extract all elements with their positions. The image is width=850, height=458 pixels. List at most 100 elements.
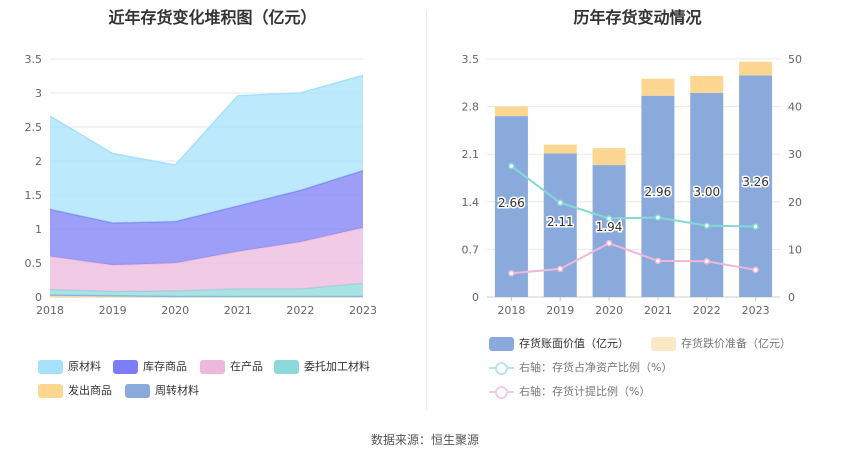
legend-book-value[interactable]: 存货账面价值（亿元）	[489, 336, 629, 352]
bar-book-value	[739, 75, 773, 297]
legend-swatch-wip	[200, 360, 225, 374]
bar-book-value	[543, 153, 577, 297]
right-y2-tick-label: 40	[788, 101, 802, 114]
area-raw-materials	[50, 75, 363, 223]
left-y-tick-label: 1.5	[25, 189, 43, 202]
legend-label-book-value: 存货账面价值（亿元）	[519, 337, 629, 350]
bar-impairment	[592, 148, 626, 166]
legend-label-finished: 库存商品	[143, 360, 187, 373]
bar-data-label: 2.66	[498, 196, 525, 210]
left-y-tick-label: 3.5	[25, 53, 43, 66]
legend-raw-material[interactable]: 原材料	[38, 359, 101, 375]
legend-label-revolving: 周转材料	[155, 384, 199, 397]
provision-point	[703, 258, 710, 265]
left-y-tick-label: 1	[35, 223, 42, 236]
right-x-tick-label: 2019	[546, 304, 574, 317]
right-y-tick-label: 1.4	[462, 196, 480, 209]
legend-swatch-revolving	[125, 384, 150, 398]
legend-label-wip: 在产品	[230, 360, 263, 373]
bar-impairment	[543, 144, 577, 154]
ratio-point	[654, 214, 662, 221]
bar-data-label: 2.96	[645, 185, 672, 199]
left-x-tick-label: 2021	[224, 304, 252, 317]
provision-line	[511, 242, 756, 275]
left-x-tick-label: 2023	[349, 304, 377, 317]
legend-impairment[interactable]: 存货跌价准备（亿元）	[651, 336, 791, 352]
bar-data-label: 3.00	[693, 185, 720, 199]
legend-outsourced[interactable]: 委托加工材料	[274, 359, 370, 375]
legend-label-shipped: 发出商品	[68, 384, 112, 397]
right-x-tick-label: 2021	[644, 304, 672, 317]
left-x-tick-label: 2018	[36, 304, 64, 317]
left-y-tick-label: 3	[35, 87, 42, 100]
legend-swatch-finished	[113, 360, 138, 374]
right-y2-tick-label: 0	[788, 291, 795, 304]
legend-label-impairment: 存货跌价准备（亿元）	[681, 337, 791, 350]
right-x-tick-label: 2018	[497, 304, 525, 317]
right-y2-tick-label: 10	[788, 243, 802, 256]
right-y2-tick-label: 50	[788, 53, 802, 66]
legend-wip[interactable]: 在产品	[200, 359, 263, 375]
ratio-point	[703, 222, 710, 229]
legend-revolving-materials[interactable]: 周转材料	[125, 383, 199, 399]
legend-swatch-raw	[38, 360, 63, 374]
left-y-tick-label: 0.5	[25, 257, 43, 270]
ratio-point	[752, 223, 759, 230]
ratio-point	[557, 199, 564, 207]
ratio-point	[508, 162, 515, 170]
legend-swatch-ratio	[489, 361, 514, 375]
bar-book-value	[592, 165, 626, 297]
bar-impairment	[690, 76, 724, 93]
bar-data-label: 1.94	[596, 220, 623, 234]
data-source: 数据来源：恒生聚源	[370, 433, 479, 447]
right-chart-title: 历年存货变动情况	[573, 8, 702, 27]
legend-shipped-goods[interactable]: 发出商品	[38, 383, 112, 399]
provision-point	[654, 257, 662, 265]
legend-provision-line[interactable]: 右轴：存货计提比例（%）	[489, 384, 650, 400]
area-raw-materials-edge	[49, 74, 364, 166]
left-x-tick-label: 2022	[286, 304, 314, 317]
right-y2-tick-label: 30	[788, 148, 802, 161]
area-wip	[50, 227, 363, 292]
right-y-tick-label: 0	[472, 291, 479, 304]
provision-point	[752, 266, 759, 274]
left-chart-title: 近年存货变化堆积图（亿元）	[108, 8, 317, 27]
right-x-tick-label: 2022	[693, 304, 721, 317]
bar-impairment	[494, 106, 528, 117]
legend-label-provision: 右轴：存货计提比例（%）	[519, 385, 651, 398]
legend-swatch-outsourced	[274, 360, 299, 374]
legend-label-outsourced: 委托加工材料	[304, 360, 370, 373]
right-y2-tick-label: 20	[788, 196, 802, 209]
right-y-tick-label: 0.7	[462, 243, 480, 256]
ratio-line	[510, 165, 756, 228]
legend-label-ratio: 右轴：存货占净资产比例（%）	[519, 361, 673, 374]
bar-impairment	[739, 61, 773, 76]
provision-point	[508, 269, 515, 277]
left-y-tick-label: 0	[35, 291, 42, 304]
legend-label-raw: 原材料	[68, 360, 101, 373]
right-y-tick-label: 3.5	[462, 53, 480, 66]
right-y-tick-label: 2.1	[462, 148, 480, 161]
bar-data-label: 2.11	[547, 215, 574, 229]
left-x-tick-label: 2020	[161, 304, 189, 317]
bar-impairment	[641, 78, 675, 96]
left-x-tick-label: 2019	[99, 304, 127, 317]
bar-data-label: 3.26	[742, 175, 769, 189]
legend-swatch-book-value	[489, 337, 514, 351]
bar-book-value	[494, 116, 528, 298]
left-y-tick-label: 2.5	[25, 121, 43, 134]
provision-point	[605, 239, 613, 247]
legend-swatch-provision	[489, 385, 514, 399]
right-x-tick-label: 2023	[742, 304, 770, 317]
right-y-tick-label: 2.8	[462, 101, 480, 114]
legend-swatch-shipped	[38, 384, 63, 398]
ratio-point	[605, 215, 613, 222]
left-y-tick-label: 2	[35, 155, 42, 168]
area-outsourced-materials	[50, 283, 363, 297]
legend-swatch-impairment	[651, 337, 676, 351]
legend-finished-goods[interactable]: 库存商品	[113, 359, 187, 375]
legend-ratio-line[interactable]: 右轴：存货占净资产比例（%）	[489, 360, 672, 376]
right-x-tick-label: 2020	[595, 304, 623, 317]
provision-point	[557, 265, 564, 273]
